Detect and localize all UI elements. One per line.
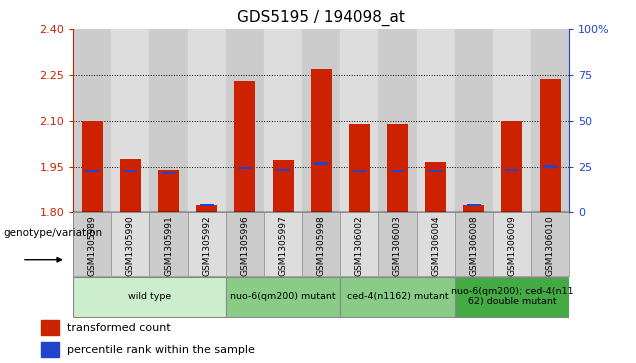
Bar [349,124,370,212]
Bar [340,277,455,317]
Text: GSM1306009: GSM1306009 [508,216,516,276]
Bar [226,212,264,276]
Text: GSM1305991: GSM1305991 [164,216,173,276]
Bar [111,212,149,276]
Bar [264,29,302,212]
Bar [340,29,378,212]
Bar [314,162,328,164]
Text: GSM1306004: GSM1306004 [431,216,440,276]
Bar [417,212,455,276]
Text: GSM1305997: GSM1305997 [279,216,287,276]
Bar [149,29,188,212]
Bar [158,170,179,212]
Bar [85,170,99,172]
Bar [73,29,111,212]
Bar [540,79,561,212]
Bar [162,172,176,174]
Bar [73,212,111,276]
Text: ced-4(n1162) mutant: ced-4(n1162) mutant [347,292,448,301]
Bar [378,29,417,212]
Bar [273,160,294,212]
Bar [417,29,455,212]
Bar [455,212,493,276]
Bar [111,29,149,212]
Bar [352,170,366,172]
Bar [41,342,59,357]
Bar [463,205,485,212]
Text: percentile rank within the sample: percentile rank within the sample [67,345,255,355]
Text: genotype/variation: genotype/variation [4,228,103,238]
Bar [197,205,218,212]
Bar [387,124,408,212]
Bar [493,29,531,212]
Bar [73,277,226,317]
Title: GDS5195 / 194098_at: GDS5195 / 194098_at [237,10,405,26]
Bar [391,170,404,172]
Bar [81,121,103,212]
Bar [302,212,340,276]
Bar [41,320,59,335]
Text: nuo-6(qm200) mutant: nuo-6(qm200) mutant [230,292,336,301]
Text: nuo-6(qm200); ced-4(n11
62) double mutant: nuo-6(qm200); ced-4(n11 62) double mutan… [451,287,573,306]
Bar [276,168,290,171]
Bar [455,29,493,212]
Bar [188,29,226,212]
Text: GSM1306008: GSM1306008 [469,216,478,276]
Text: GSM1305996: GSM1305996 [240,216,249,276]
Bar [429,170,443,172]
Text: GSM1306010: GSM1306010 [546,216,555,276]
Bar [505,168,519,171]
Bar [455,277,569,317]
Bar [120,159,141,212]
Bar [302,29,340,212]
Bar [467,204,481,206]
Bar [531,212,569,276]
Text: GSM1305989: GSM1305989 [88,216,97,276]
Text: transformed count: transformed count [67,323,171,333]
Text: GSM1306002: GSM1306002 [355,216,364,276]
Text: wild type: wild type [128,292,171,301]
Bar [123,170,137,172]
Bar [531,29,569,212]
Bar [378,212,417,276]
Bar [340,212,378,276]
Bar [238,167,252,169]
Bar [264,212,302,276]
Bar [188,212,226,276]
Bar [235,81,256,212]
Text: GSM1305998: GSM1305998 [317,216,326,276]
Text: GSM1306003: GSM1306003 [393,216,402,276]
Bar [311,69,332,212]
Bar [501,121,523,212]
Bar [493,212,531,276]
Text: GSM1305992: GSM1305992 [202,216,211,276]
Bar [226,29,264,212]
Bar [425,162,446,212]
Bar [200,204,214,206]
Bar [543,166,557,168]
Text: GSM1305990: GSM1305990 [126,216,135,276]
Bar [226,277,340,317]
Bar [149,212,188,276]
